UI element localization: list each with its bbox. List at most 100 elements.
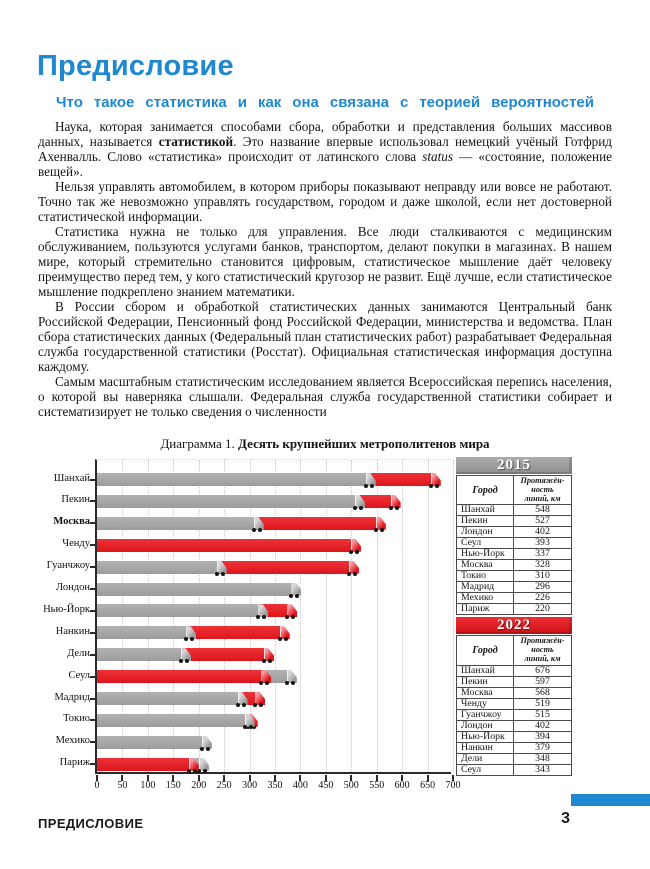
x-axis-tick [452,775,454,781]
y-axis-label-city: Нанкин [55,625,90,637]
table-cell-city: Лондон [456,526,514,539]
table-cell-city: Сеул [456,763,514,776]
diagram-caption-title: Десять крупнейших метрополитенов мира [238,436,490,451]
bar-row [97,692,451,707]
table-row: Нанкин 379 [456,741,572,754]
bar-body [97,538,352,552]
bar-segment-2022 [97,670,272,686]
table-2022-col-city: Город [456,635,514,666]
table-cell-city: Дели [456,752,514,765]
page-title: Предисловие [37,50,234,82]
train-nose [198,757,209,771]
col-length-line1: Протяжён- [520,636,565,646]
train-wheel [190,637,195,642]
bar-row [97,538,451,554]
diagram-caption-prefix: Диаграмма 1. [160,436,239,451]
footer-accent-bar [571,794,650,806]
x-axis-tick [96,775,98,781]
y-axis-tick [90,741,97,744]
train-wheel [394,505,399,510]
train-wheel [267,659,272,664]
bar-body [97,670,263,684]
train-wheel [259,681,264,686]
table-2015-col-length: Протяжён- ность линий, км [513,474,572,506]
table-cell-city: Лондон [456,719,514,732]
paragraph-2: Нельзя управлять автомобилем, в котором … [38,179,612,224]
table-cell-city: Москва [456,559,514,572]
train-wheel [214,571,219,576]
y-axis-tick [90,719,97,722]
train-wheel [248,724,253,729]
x-axis-tick [223,775,226,781]
table-row: Ченду 519 [456,697,572,710]
paragraph-1-text: — «состояние, положение вещей». [38,149,612,179]
y-axis-tick [90,653,97,656]
bar-body [97,582,293,596]
y-axis-label-city: Шанхай [53,472,90,484]
paragraph-1-text: Наука, которая занимается способами сбор… [38,119,612,149]
y-axis-label-city: Лондон [56,582,90,593]
train-wheel [359,505,364,510]
table-row: Сеул 343 [456,763,572,776]
table-cell-city: Нью-Йорк [456,548,514,561]
bar-body [97,692,239,705]
train-nose [348,560,359,574]
x-axis-label: 200 [191,780,207,791]
train-wheel [285,615,290,620]
bar-row [97,494,451,510]
table-cell-length: 379 [513,741,572,754]
table-cell-city: Нанкин [456,741,514,754]
col-length-line3: линий, км [524,653,561,663]
y-axis-label-city: Гуанчжоу [46,560,90,572]
bar-segment-2015 [97,626,197,642]
bar-row [97,713,451,729]
train-nose [261,670,272,684]
paragraph-4: В России сбором и обработкой статистичес… [38,299,612,374]
y-axis-tick [90,478,97,481]
y-axis-tick [90,566,97,569]
train-wheel [242,724,247,729]
train-nose [365,473,376,486]
table-cell-length: 515 [513,708,572,721]
footer-section-label: ПРЕДИСЛОВИЕ [38,816,144,831]
x-axis-label: 300 [242,780,258,791]
y-axis-label-city: Токио [63,713,90,725]
col-length-line1: Протяжён- [520,476,565,485]
train-wheel [253,703,258,707]
train-nose [181,648,192,662]
table-cell-city: Пекин [456,515,514,528]
table-2015-header-row: Город Протяжён- ность линий, км [456,474,572,506]
train-wheel [202,768,207,773]
x-axis-label: 250 [216,780,232,791]
bar-row [97,582,451,598]
train-wheel [192,768,197,773]
table-cell-city: Ченду [456,697,514,710]
bar-segment-2015 [97,473,376,488]
table-cell-city: Париж [456,603,514,616]
col-length-line2: ность [531,645,554,655]
x-axis-tick [146,775,149,781]
train-wheel [196,768,201,773]
bar-segment-2015 [97,648,192,664]
x-axis-label: 600 [394,780,410,791]
table-cell-city: Пекин [456,675,514,688]
train-wheel [352,571,357,576]
x-axis-label: 550 [369,780,385,791]
train-nose [237,692,248,705]
train-wheel [295,593,300,598]
table-row: Дели 348 [456,752,572,765]
bar-segment-2015 [97,692,248,707]
train-wheel [289,593,294,598]
body-text: Наука, которая занимается способами сбор… [38,119,612,419]
chart-plot-area [90,459,454,781]
bar-row [97,757,451,773]
train-wheel [290,681,295,686]
section-subtitle: Что такое статистика и как она связана с… [56,94,594,111]
train-wheel [262,615,267,620]
bar-row [97,670,451,686]
train-wheel [354,549,359,554]
table-cell-length: 548 [513,504,572,517]
y-axis-label-city: Дели [67,647,90,659]
term-statistika: статистикой [158,134,234,149]
bar-row [97,648,451,664]
